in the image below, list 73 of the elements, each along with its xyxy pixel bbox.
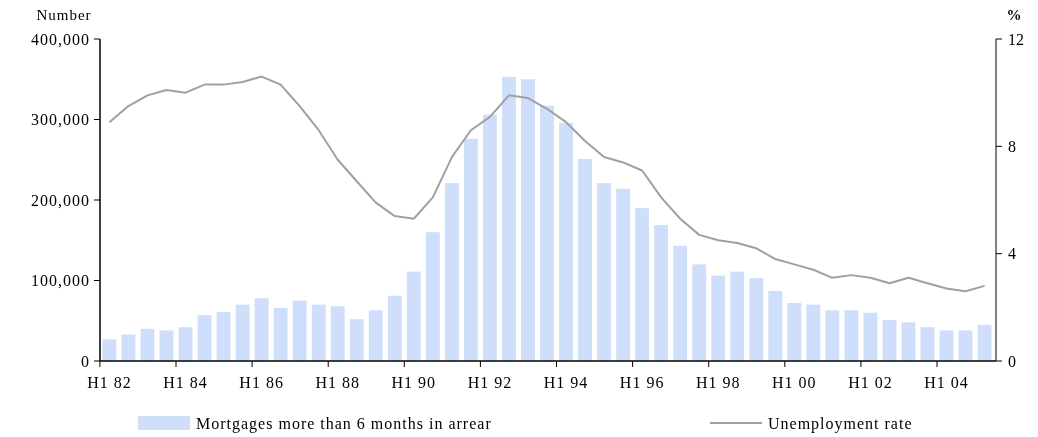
- y2-axis-title: %: [1006, 7, 1022, 23]
- bar: [273, 307, 288, 361]
- x-tick-label: H1 04: [924, 374, 969, 391]
- y-tick-label: 200,000: [31, 191, 90, 209]
- bar: [444, 183, 459, 361]
- x-tick-label: H1 86: [239, 374, 284, 391]
- bar: [654, 224, 669, 361]
- bar: [958, 330, 973, 361]
- x-tick-label: H1 82: [87, 374, 132, 391]
- bar: [121, 334, 136, 361]
- bar: [349, 319, 364, 361]
- bar: [977, 324, 992, 361]
- x-tick-label: H1 90: [391, 374, 437, 391]
- bar: [521, 79, 535, 361]
- x-tick-label: H1 98: [695, 374, 741, 391]
- bar: [882, 319, 897, 361]
- legend-label: Unemployment rate: [768, 414, 913, 433]
- bar: [330, 306, 345, 361]
- x-tick-label: H1 88: [315, 374, 360, 391]
- x-tick-label: H1 92: [467, 374, 513, 391]
- y-tick-label: 100,000: [31, 272, 90, 290]
- bar: [578, 158, 592, 361]
- y-tick-label: 300,000: [31, 111, 90, 129]
- bar: [597, 183, 612, 361]
- bar: [140, 328, 155, 361]
- y2-tick-label: 4: [1008, 245, 1016, 263]
- bar: [387, 295, 402, 361]
- bar: [692, 264, 707, 361]
- x-tick-label: H1 00: [772, 374, 817, 391]
- bar: [254, 298, 269, 361]
- x-tick-label: H1 84: [163, 374, 208, 391]
- x-tick-label: H1 96: [619, 374, 665, 391]
- bar: [673, 245, 688, 361]
- bar: [178, 327, 193, 361]
- y-tick-label: 400,000: [31, 30, 90, 48]
- bar: [368, 310, 383, 361]
- bar: [616, 188, 631, 361]
- bar: [216, 311, 231, 361]
- bar: [863, 312, 878, 361]
- bar: [102, 339, 117, 361]
- y-tick-label: 0: [81, 352, 90, 370]
- bar: [292, 300, 307, 361]
- x-tick-label: H1 94: [543, 374, 589, 391]
- bar: [787, 303, 802, 361]
- legend-label: Mortgages more than 6 months in arrear: [196, 414, 492, 433]
- bar: [425, 232, 440, 361]
- bar: [768, 290, 783, 361]
- line-series: [108, 75, 986, 293]
- bar: [559, 122, 573, 361]
- y2-tick-label: 0: [1008, 352, 1016, 370]
- bar: [406, 271, 421, 361]
- bar: [844, 310, 859, 361]
- bar: [159, 330, 174, 361]
- bar: [711, 275, 726, 361]
- bar: [311, 304, 326, 361]
- bar: [635, 208, 650, 361]
- bar: [540, 105, 554, 361]
- bar: [749, 278, 764, 361]
- bar: [482, 114, 497, 361]
- bar: [806, 304, 821, 361]
- bar: [920, 327, 935, 361]
- y2-tick-label: 8: [1008, 137, 1016, 155]
- y2-tick-label: 12: [1008, 30, 1024, 48]
- y-axis-title: Number: [36, 7, 92, 23]
- bar: [197, 315, 212, 361]
- bar: [502, 76, 516, 361]
- bar: [463, 138, 478, 361]
- bar: [901, 322, 916, 361]
- x-tick-label: H1 02: [848, 374, 893, 391]
- bar: [235, 304, 250, 361]
- bar: [825, 310, 840, 361]
- bar: [730, 271, 745, 361]
- bar: [939, 330, 954, 361]
